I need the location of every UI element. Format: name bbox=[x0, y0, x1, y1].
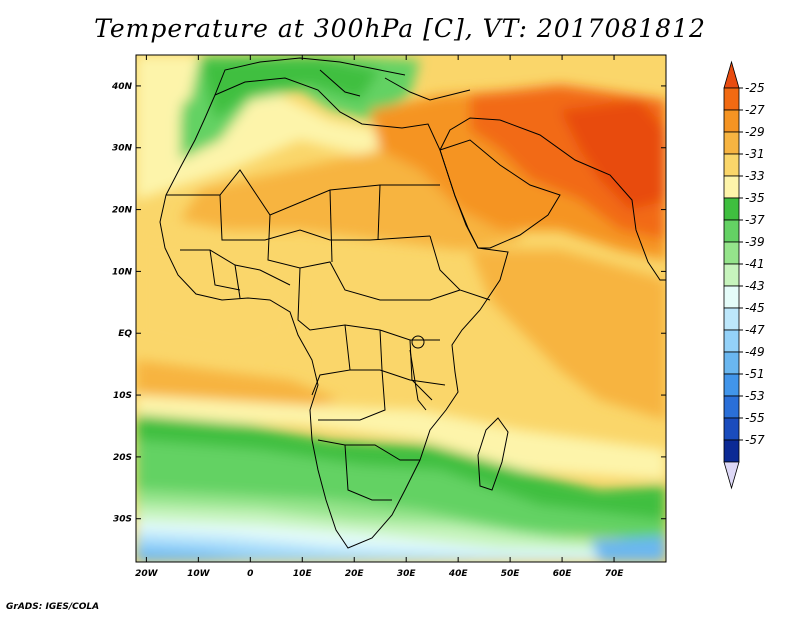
colorbar-label: -39 bbox=[745, 235, 765, 249]
africa-coastline bbox=[159, 77, 509, 549]
colorbar-label: -51 bbox=[745, 367, 765, 381]
colorbar-swatch bbox=[723, 351, 740, 375]
y-axis: 40N 30N 20N 10N EQ 10S 20S 30S bbox=[111, 82, 666, 525]
colorbar-swatch bbox=[723, 373, 740, 397]
x-tick-label: 20W bbox=[135, 569, 159, 579]
colorbar-swatch bbox=[723, 197, 740, 221]
map-frame bbox=[135, 54, 667, 563]
colorbar-swatch bbox=[723, 175, 740, 199]
footer-credit: GrADS: IGES/COLA bbox=[6, 602, 100, 612]
y-tick-label: 30N bbox=[112, 144, 133, 154]
colorbar-swatch bbox=[723, 219, 740, 243]
madagascar-coastline bbox=[477, 417, 509, 491]
x-tick-label: 0 bbox=[247, 569, 253, 579]
colorbar-swatch bbox=[723, 307, 740, 331]
colorbar-label: -57 bbox=[745, 433, 765, 447]
y-tick-label: 30S bbox=[113, 515, 132, 525]
colorbar-swatch bbox=[723, 439, 740, 463]
x-tick-label: 10E bbox=[293, 569, 313, 579]
x-tick-label: 50E bbox=[501, 569, 521, 579]
colorbar-label: -53 bbox=[745, 389, 765, 403]
colorbar-label: -45 bbox=[745, 301, 765, 315]
colorbar-label: -25 bbox=[745, 81, 765, 95]
colorbar-label: -27 bbox=[745, 103, 765, 117]
colorbar-legend: -25 -27 -29 -31 -33 -35 -37 -39 -41 -43 -45 -47 -49 -… bbox=[723, 60, 765, 490]
y-tick-label: 10S bbox=[113, 391, 132, 401]
colorbar-label: -49 bbox=[745, 345, 765, 359]
temperature-field bbox=[136, 55, 666, 562]
x-tick-label: 40E bbox=[448, 569, 469, 579]
chart-title: Temperature at 300hPa [C], VT: 201708181… bbox=[94, 14, 706, 43]
x-tick-label: 60E bbox=[553, 569, 573, 579]
colorbar-label: -47 bbox=[745, 323, 765, 337]
colorbar-top-arrow bbox=[723, 60, 740, 89]
x-axis: 20W 10W 0 10E 20E 30E 40E 50E 60E 70E bbox=[135, 55, 624, 579]
arabia-coastline bbox=[439, 139, 561, 249]
x-tick-label: 10W bbox=[187, 569, 211, 579]
colorbar-swatch bbox=[723, 417, 740, 441]
colorbar-label: -55 bbox=[745, 411, 765, 425]
colorbar-label: -33 bbox=[745, 169, 765, 183]
coastline-borders bbox=[159, 57, 666, 549]
y-tick-label: 10N bbox=[112, 267, 133, 277]
colorbar-label: -41 bbox=[745, 257, 765, 271]
colorbar-label: -35 bbox=[745, 191, 765, 205]
x-tick-label: 30E bbox=[397, 569, 417, 579]
colorbar-swatch bbox=[723, 263, 740, 287]
colorbar-swatch bbox=[723, 87, 740, 111]
colorbar-swatch bbox=[723, 153, 740, 177]
colorbar-label: -37 bbox=[745, 213, 765, 227]
colorbar-bottom-arrow bbox=[723, 461, 740, 490]
x-tick-label: 70E bbox=[605, 569, 625, 579]
y-tick-label: 20S bbox=[113, 453, 132, 463]
colorbar-swatch bbox=[723, 241, 740, 265]
y-tick-label: 40N bbox=[111, 82, 133, 92]
colorbar-swatch bbox=[723, 131, 740, 155]
colorbar-swatch bbox=[723, 109, 740, 133]
colorbar-swatch bbox=[723, 395, 740, 419]
colorbar-label: -31 bbox=[745, 147, 765, 161]
y-tick-label: 20N bbox=[112, 206, 133, 216]
x-tick-label: 20E bbox=[345, 569, 365, 579]
colorbar-label: -43 bbox=[745, 279, 765, 293]
y-tick-label: EQ bbox=[118, 329, 132, 339]
colorbar-label: -29 bbox=[745, 125, 765, 139]
colorbar-swatch bbox=[723, 285, 740, 309]
asia-coastline bbox=[499, 119, 666, 281]
colorbar-swatch bbox=[723, 329, 740, 353]
